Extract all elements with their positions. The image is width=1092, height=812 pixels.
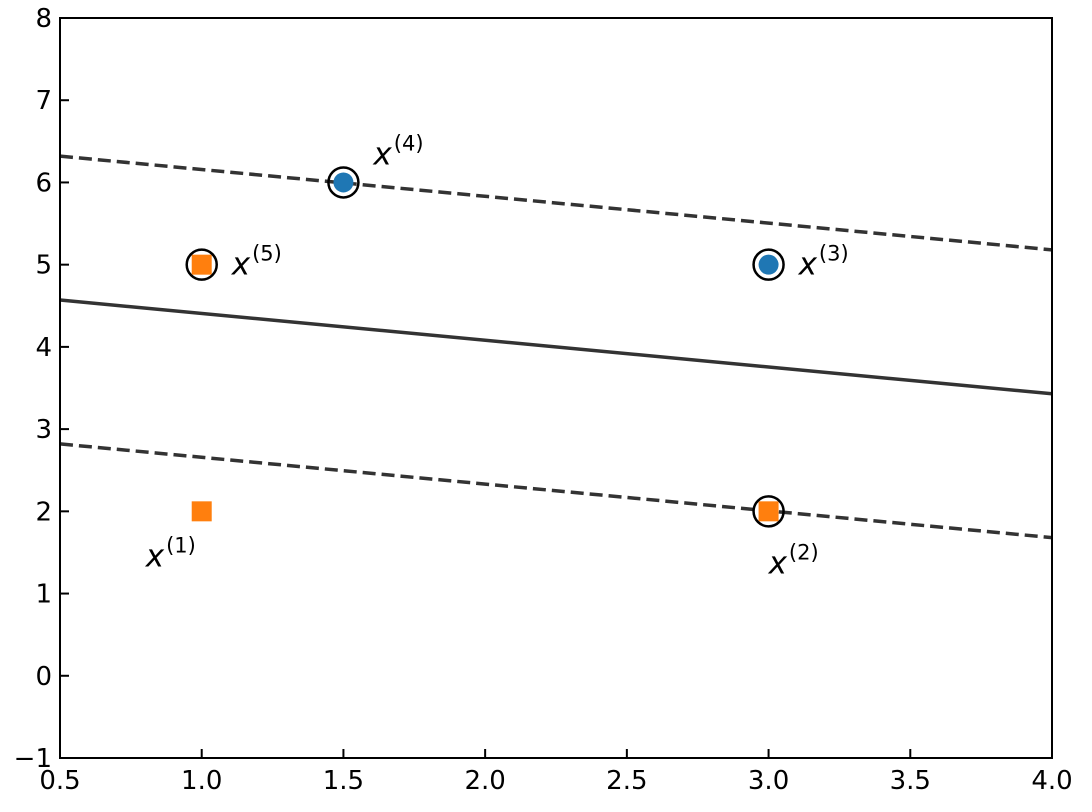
point-label-base: x [798, 247, 818, 283]
x-tick-label: 0.5 [39, 766, 80, 796]
support-vector-ring [185, 248, 218, 281]
point-label-superscript: (5) [252, 242, 282, 266]
data-point-square [191, 254, 212, 275]
data-point-circle [758, 254, 779, 275]
point-label: x(2) [768, 540, 819, 581]
x-tick-label: 3.5 [890, 766, 931, 796]
decision-boundary-line [60, 298, 1052, 396]
points-layer [185, 166, 785, 528]
point-label-base: x [372, 136, 392, 172]
y-tick-label: 8 [35, 4, 52, 34]
point-label: x(1) [145, 533, 196, 574]
point-label-base: x [145, 538, 165, 574]
y-tick-label: 6 [35, 168, 52, 198]
point-label-superscript: (2) [789, 540, 819, 564]
data-point-circle [333, 172, 354, 193]
x-tick-label: 4.0 [1031, 766, 1072, 796]
data-point-square [758, 501, 779, 522]
point-label-base: x [768, 545, 788, 581]
axes-layer: 0.5 1.0 1.5 2.0 2.5 3.0 3.5 4.0 −1 0 1 2 3 4 5 6 7 8 [14, 4, 1073, 796]
support-vector-ring [752, 495, 785, 528]
point-label-base: x [231, 247, 251, 283]
plot-frame [59, 17, 1053, 759]
y-tick-label: 1 [35, 580, 52, 610]
y-tick-label: 0 [35, 662, 52, 692]
x-tick-label: 3.0 [748, 766, 789, 796]
support-vector-ring [752, 248, 785, 281]
point-label: x(4) [372, 131, 423, 172]
x-tick-label: 2.0 [464, 766, 505, 796]
margin-line [60, 442, 1052, 540]
y-tick-label: 5 [35, 251, 52, 281]
lines-layer [60, 154, 1052, 540]
point-label-superscript: (3) [819, 242, 849, 266]
point-labels-layer: x(1) x(2)x(3)x(4)x(5) [145, 131, 849, 581]
support-vector-ring [327, 166, 360, 199]
point-label-superscript: (1) [166, 533, 196, 557]
point-label: x(5) [231, 242, 282, 283]
y-tick-label: 2 [35, 497, 52, 527]
y-tick-label: 7 [35, 86, 52, 116]
x-tick-label: 1.5 [323, 766, 364, 796]
point-label-superscript: (4) [394, 131, 424, 155]
point-label: x(3) [798, 242, 849, 283]
y-tick-label: 3 [35, 415, 52, 445]
x-tick-label: 1.0 [181, 766, 222, 796]
x-tick-label: 2.5 [606, 766, 647, 796]
y-tick-label: 4 [35, 333, 52, 363]
y-tick-label: −1 [14, 744, 52, 774]
data-point-square [191, 501, 212, 522]
margin-line [60, 154, 1052, 252]
